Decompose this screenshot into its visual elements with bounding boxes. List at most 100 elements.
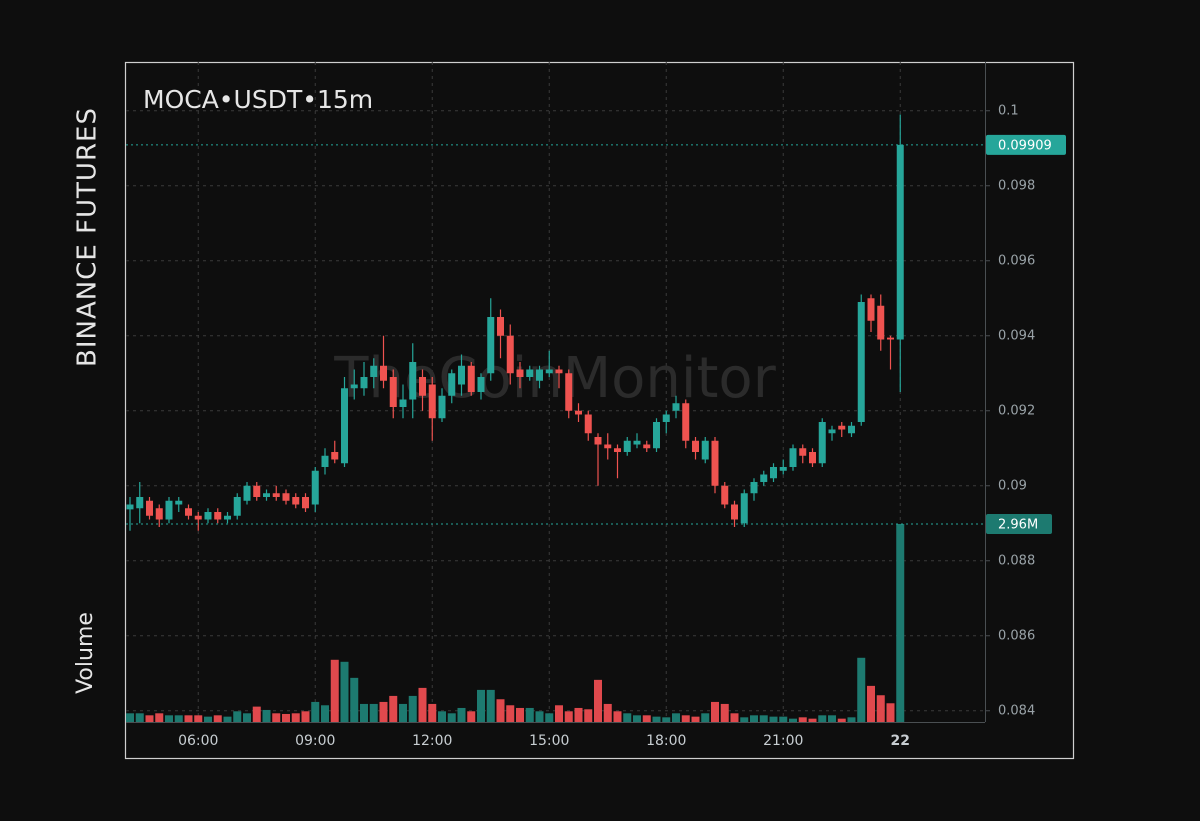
candle-body [350, 384, 358, 389]
volume-bar [759, 715, 768, 722]
volume-bar [769, 716, 778, 722]
y-tick-label: 0.084 [998, 703, 1035, 718]
candle-body [253, 485, 261, 497]
candle-body [126, 504, 134, 510]
candle-body [614, 448, 621, 452]
candle-body [380, 365, 387, 381]
candle-body [409, 362, 417, 400]
volume-bar [594, 679, 602, 722]
candle-body [672, 403, 680, 411]
candle-body [750, 482, 758, 494]
y-tick-label: 0.1 [998, 103, 1019, 118]
plot [126, 114, 905, 722]
candle-body [224, 515, 231, 520]
candle-body [146, 500, 153, 516]
volume-bar [418, 687, 427, 722]
volume-bar [847, 717, 856, 722]
candle-body [584, 414, 592, 434]
volume-bar [779, 716, 788, 722]
candle-body [194, 515, 202, 520]
volume-bar [174, 715, 183, 722]
volume-bar [408, 695, 417, 722]
volume-bar [467, 711, 476, 722]
candle-body [331, 452, 339, 460]
candle-body [877, 305, 885, 340]
volume-bar [301, 711, 310, 722]
volume-bar [613, 711, 622, 722]
x-tick-label: 15:00 [529, 733, 569, 749]
candle-body [848, 425, 855, 434]
candle-body [302, 497, 309, 509]
candle-body [136, 497, 144, 509]
candle-body [867, 298, 875, 321]
volume-bar [642, 715, 651, 722]
volume-bar [867, 685, 875, 722]
volume-bar [808, 718, 817, 722]
volume-bar [184, 715, 193, 722]
candle-body [555, 369, 563, 374]
volume-bar [545, 713, 554, 722]
volume-bar [438, 711, 446, 722]
candle-body [711, 440, 719, 486]
candle-body [701, 440, 709, 460]
y-tick-label: 0.094 [998, 328, 1035, 343]
last-volume-label: 2.96M [998, 518, 1038, 533]
volume-bar [486, 689, 495, 722]
volume-bar [213, 715, 222, 722]
candle-body [789, 448, 797, 467]
volume-bar [740, 717, 749, 722]
volume-bar [291, 713, 300, 722]
candle-body [760, 474, 768, 482]
volume-bar [789, 718, 797, 722]
chart-title: MOCA•USDT•15m [143, 85, 373, 114]
candle-body [506, 335, 514, 374]
volume-bar [525, 707, 534, 722]
y-tick-label: 0.092 [998, 403, 1035, 418]
candle-body [233, 497, 241, 516]
candle-body [536, 369, 543, 381]
watermark: TheCoinMonitor [333, 346, 776, 411]
candle-body [779, 467, 787, 471]
candle-body [389, 377, 397, 407]
x-tick-label: 12:00 [412, 733, 452, 749]
volume-bar [828, 715, 836, 722]
y-tick-label: 0.09 [998, 478, 1027, 493]
x-tick-label: 06:00 [178, 733, 218, 749]
candle-body [740, 493, 748, 524]
volume-bar [672, 713, 680, 722]
volume-bar [564, 711, 573, 722]
candle-body [857, 302, 865, 422]
candle-body [643, 444, 651, 449]
last-price-tag [986, 134, 1066, 155]
candle-body [565, 373, 573, 411]
candle-body [360, 377, 368, 389]
volume-bar [730, 713, 739, 722]
volume-bar [837, 718, 846, 722]
volume-bar [457, 707, 466, 722]
volume-bar [135, 713, 144, 722]
volume-bar [720, 703, 729, 722]
candle-body [828, 429, 836, 434]
volume-bar [155, 713, 164, 722]
candle-body [818, 422, 826, 464]
volume-bar [711, 701, 719, 722]
candle-body [887, 337, 894, 340]
y-tick-label: 0.088 [998, 553, 1035, 568]
volume-bar [194, 715, 203, 722]
candle-body [497, 317, 504, 336]
candle-body [575, 410, 582, 415]
volume-bar [603, 703, 612, 722]
candle-body [692, 440, 699, 452]
volume-bar [369, 703, 378, 722]
candle-body [545, 369, 553, 374]
volume-bar [750, 715, 758, 722]
volume-bar [243, 713, 251, 722]
candle-body [448, 373, 456, 396]
volume-bar [886, 703, 895, 722]
candle-body [175, 500, 183, 505]
candle-body [594, 437, 602, 445]
y-tick-label: 0.098 [998, 178, 1035, 193]
candle-body [321, 455, 329, 467]
candle-body [399, 399, 407, 407]
volume-bar [379, 701, 388, 722]
